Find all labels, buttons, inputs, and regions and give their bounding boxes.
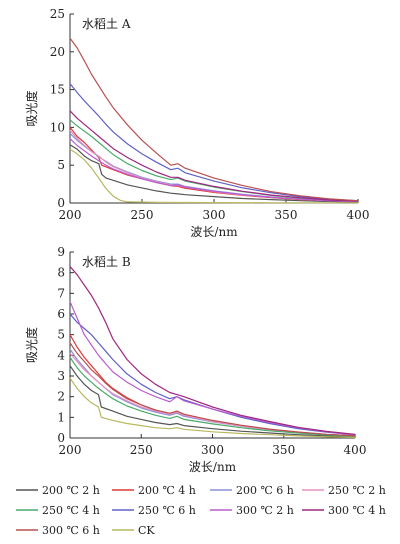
panel-title: 水稻土 B: [82, 255, 131, 269]
series-line-200-c-6-h: [69, 348, 356, 437]
chart-panel-b: 200 250 300 350 400 0 1 2 3 4 5 6 7 8 9 水稻土 B 波长/nm 吸光度: [24, 245, 366, 474]
series-line-300-c-6-h: [69, 37, 359, 202]
legend-label-250-c-4-h: 250 ℃ 4 h: [42, 504, 100, 517]
legend-label-300-c-4-h: 300 ℃ 4 h: [328, 504, 386, 517]
x-tick-label: 400: [344, 443, 367, 457]
x-tick-label: 400: [347, 208, 370, 222]
y-axis-label: 吸光度: [24, 90, 39, 126]
y-tick-label: 0: [57, 431, 65, 445]
y-tick-label: 3: [57, 369, 65, 383]
x-tick-label: 250: [131, 208, 154, 222]
y-tick-label: 6: [57, 307, 65, 321]
panel-title: 水稻土 A: [82, 17, 131, 31]
series-line-300-c-4-h: [69, 110, 359, 202]
y-tick-label: 20: [50, 45, 65, 59]
x-tick-label: 200: [59, 208, 82, 222]
series-line-200-c-2-h: [69, 144, 359, 203]
y-tick-label: 7: [57, 286, 65, 300]
series-line-300-c-2-h: [69, 301, 356, 436]
y-axis-label: 吸光度: [24, 327, 39, 363]
series-line-250-c-4-h: [69, 357, 356, 437]
y-tick-label: 15: [50, 83, 65, 97]
y-tick-label: 2: [57, 390, 65, 404]
series-line-ck: [69, 148, 358, 204]
x-tick-label: 300: [203, 208, 226, 222]
series-line-300-c-4-h: [69, 266, 356, 435]
legend-label-300-c-2-h: 300 ℃ 2 h: [236, 504, 294, 517]
legend-label-ck: CK: [138, 524, 155, 537]
legend: 200 ℃ 2 h 200 ℃ 4 h 200 ℃ 6 h 250 ℃ 2 h 250 …: [16, 484, 386, 537]
legend-label-200-c-2-h: 200 ℃ 2 h: [42, 484, 100, 497]
x-tick-label: 350: [275, 208, 298, 222]
y-tick-label: 0: [57, 196, 65, 210]
legend-label-200-c-4-h: 200 ℃ 4 h: [138, 484, 196, 497]
series-line-200-c-2-h: [69, 365, 356, 438]
y-tick-label: 1: [57, 410, 65, 424]
legend-label-300-c-6-h: 300 ℃ 6 h: [42, 524, 100, 537]
series-line-300-c-2-h: [69, 138, 359, 203]
legend-label-250-c-6-h: 250 ℃ 6 h: [138, 504, 196, 517]
y-tick-label: 25: [50, 7, 65, 21]
x-tick-label: 250: [130, 443, 153, 457]
y-tick-label: 5: [57, 158, 65, 172]
series-line-250-c-6-h: [69, 83, 359, 202]
x-axis-label: 波长/nm: [190, 225, 238, 239]
series-line-300-c-6-h: [69, 342, 356, 437]
chart-panel-a: 200 250 300 350 400 0 5 10 15 20 25 水稻土 A 波长/nm 吸光度: [24, 7, 369, 239]
y-tick-label: 4: [57, 348, 65, 362]
series-line-250-c-6-h: [69, 313, 356, 436]
legend-label-200-c-6-h: 200 ℃ 6 h: [236, 484, 294, 497]
y-tick-label: 10: [50, 120, 65, 134]
x-tick-label: 350: [272, 443, 295, 457]
legend-label-250-c-2-h: 250 ℃ 2 h: [328, 484, 386, 497]
y-tick-label: 5: [57, 328, 65, 342]
series-line-ck: [69, 377, 356, 438]
x-tick-label: 300: [201, 443, 224, 457]
y-tick-label: 8: [57, 266, 65, 280]
x-axis-label: 波长/nm: [189, 460, 237, 474]
x-tick-label: 200: [59, 443, 82, 457]
y-tick-label: 9: [57, 245, 65, 259]
